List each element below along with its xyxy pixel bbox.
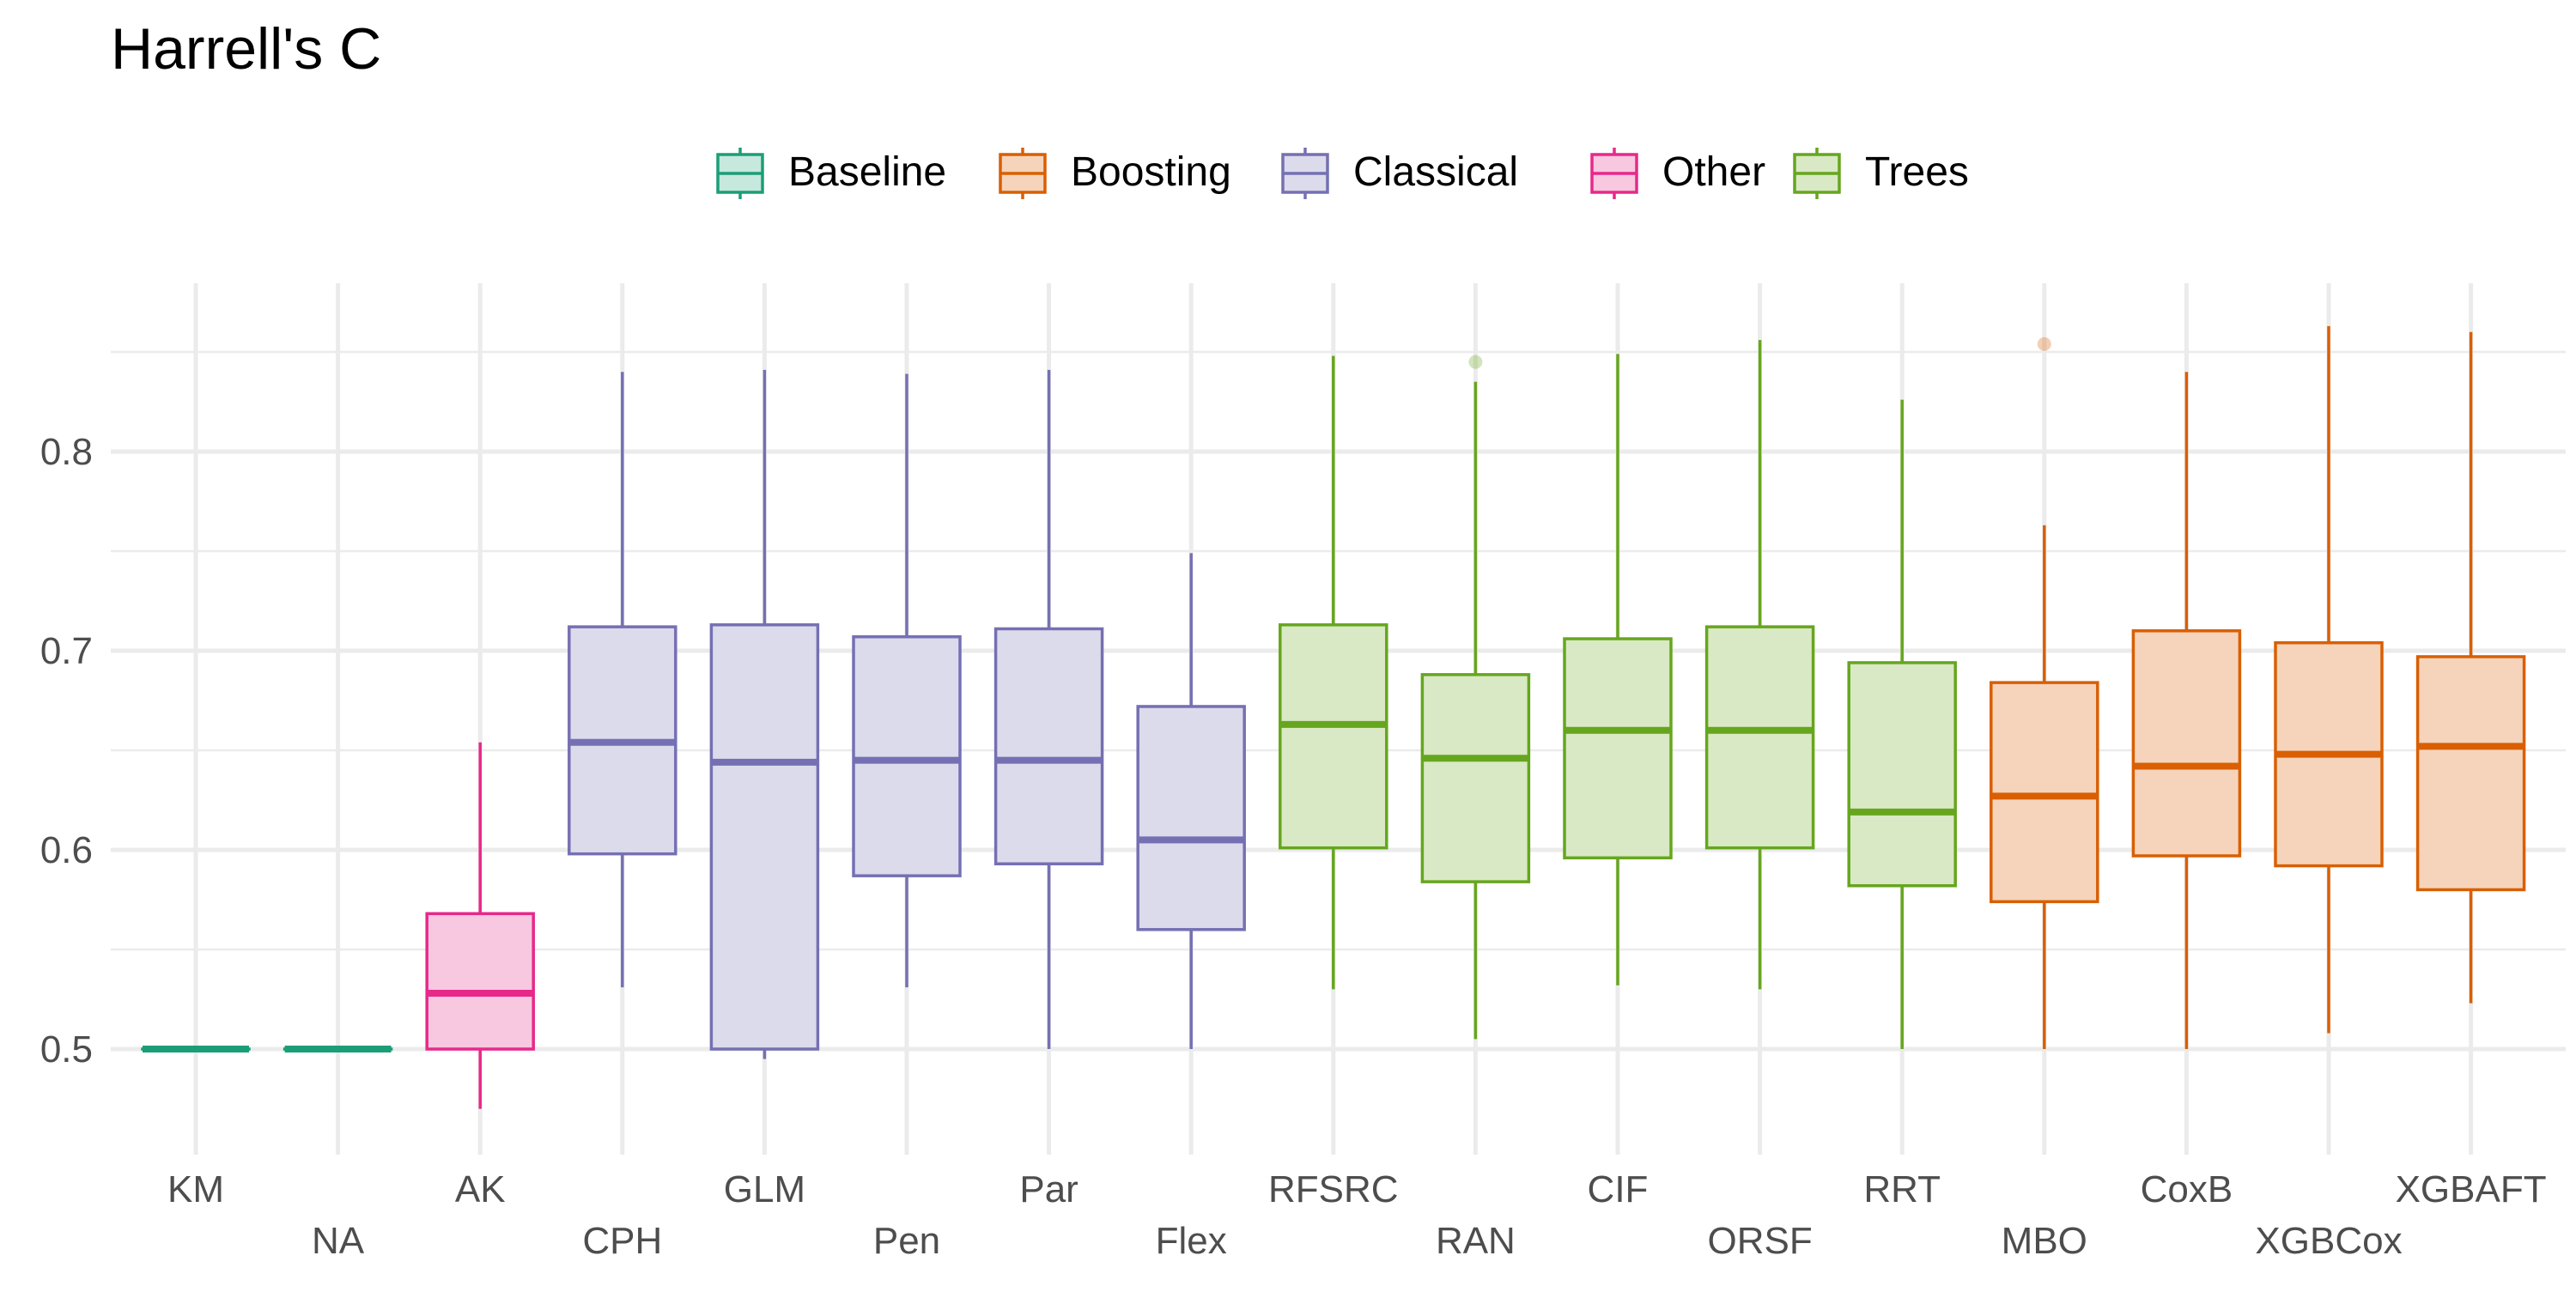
x-tick-label: ORSF — [1707, 1220, 1812, 1262]
box-ak — [427, 743, 533, 1109]
x-tick-label: RFSRC — [1268, 1168, 1399, 1210]
box-iqr — [1564, 639, 1671, 858]
chart-title: Harrell's C — [111, 16, 381, 82]
box-iqr — [854, 637, 960, 876]
y-tick-label: 0.8 — [40, 431, 93, 473]
legend-item-trees: Trees — [1795, 148, 1969, 199]
legend-label: Boosting — [1071, 149, 1231, 195]
box-rrt — [1849, 400, 1955, 1049]
x-tick-label: RRT — [1863, 1168, 1941, 1210]
legend-label: Classical — [1353, 149, 1518, 195]
box-iqr — [1991, 682, 2098, 901]
box-iqr — [427, 913, 533, 1049]
box-glm — [711, 370, 817, 1059]
x-tick-label: RAN — [1436, 1220, 1516, 1262]
outlier-point — [2038, 337, 2051, 351]
x-tick-label: Flex — [1156, 1220, 1227, 1262]
x-axis: KM NA AK CPH GLM Pen Par Flex RFSRC RAN CIF ORSF RRT… — [167, 1168, 2547, 1262]
y-tick-label: 0.5 — [40, 1028, 93, 1071]
x-tick-label: Pen — [873, 1220, 940, 1262]
x-tick-label: XGBCox — [2255, 1220, 2402, 1262]
x-tick-label: GLM — [724, 1168, 805, 1210]
box-cif — [1564, 354, 1671, 985]
outlier-point — [1468, 355, 1482, 369]
legend-label: Other — [1662, 149, 1765, 195]
box-pen — [854, 374, 960, 988]
box-iqr — [1280, 625, 1387, 848]
y-tick-label: 0.6 — [40, 829, 93, 871]
legend-item-other: Other — [1592, 148, 1765, 199]
box-orsf — [1707, 340, 1814, 989]
box-ran — [1422, 355, 1528, 1040]
x-tick-label: NA — [312, 1220, 365, 1262]
legend-item-classical: Classical — [1283, 148, 1518, 199]
box-iqr — [2418, 657, 2524, 889]
x-tick-label: XGBAFT — [2396, 1168, 2547, 1210]
box-iqr — [996, 628, 1103, 864]
box-iqr — [711, 625, 817, 1049]
x-tick-label: AK — [455, 1168, 506, 1210]
legend-label: Baseline — [788, 149, 946, 195]
box-iqr — [1707, 627, 1814, 848]
legend: Baseline Boosting Classical Other Trees — [718, 148, 1969, 199]
x-tick-label: CPH — [582, 1220, 662, 1262]
box-xgbcox — [2275, 326, 2382, 1034]
legend-label: Trees — [1865, 149, 1969, 195]
box-iqr — [1138, 707, 1244, 930]
legend-item-boosting: Boosting — [1000, 148, 1231, 199]
x-tick-label: MBO — [2002, 1220, 2087, 1262]
x-tick-label: CIF — [1588, 1168, 1649, 1210]
box-iqr — [1422, 675, 1528, 882]
x-tick-label: KM — [167, 1168, 224, 1210]
y-axis: 0.5 0.6 0.7 0.8 — [40, 431, 93, 1071]
box-flex — [1138, 553, 1244, 1049]
y-tick-label: 0.7 — [40, 630, 93, 672]
box-coxb — [2133, 372, 2239, 1049]
box-iqr — [2133, 631, 2239, 856]
box-iqr — [1849, 663, 1955, 886]
x-tick-label: CoxB — [2141, 1168, 2233, 1210]
box-xgbaft — [2418, 332, 2524, 1004]
box-cph — [569, 372, 676, 987]
x-tick-label: Par — [1019, 1168, 1078, 1210]
box-par — [996, 370, 1103, 1049]
legend-item-baseline: Baseline — [718, 148, 946, 199]
